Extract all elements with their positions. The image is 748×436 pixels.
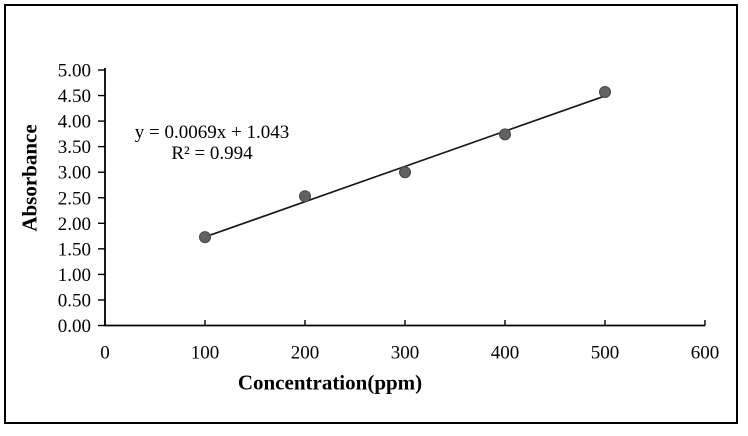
x-axis-tick-label: 100: [191, 343, 220, 364]
y-axis-tick-label: 3.50: [58, 137, 91, 158]
y-axis-tick-label: 3.00: [58, 163, 91, 184]
x-axis-tick-label: 0: [100, 343, 110, 364]
y-axis-tick-label: 0.00: [58, 316, 91, 337]
y-axis-tick-label: 1.50: [58, 239, 91, 260]
data-point-marker: [399, 166, 411, 179]
trendline-equation-block: y = 0.0069x + 1.043 R² = 0.994: [135, 122, 289, 164]
y-axis-tick-label: 4.50: [58, 86, 91, 107]
y-axis-tick-label: 1.00: [58, 265, 91, 286]
trendline-equation-label: y = 0.0069x + 1.043: [134, 122, 290, 143]
x-axis-tick-label: 300: [391, 343, 420, 364]
x-axis-tick-label: 600: [691, 343, 720, 364]
data-point-marker: [199, 231, 211, 244]
x-axis-tick-label: 400: [491, 343, 520, 364]
x-axis-tick-label: 200: [291, 343, 320, 364]
data-point-marker: [499, 128, 511, 141]
x-axis-title: Concentration(ppm): [237, 370, 423, 395]
y-axis-tick-label: 4.00: [58, 112, 91, 133]
data-point-marker: [299, 190, 311, 203]
y-axis-tick-label: 2.50: [58, 188, 91, 209]
r-squared-label: R² = 0.994: [171, 143, 253, 164]
y-axis-tick-label: 2.00: [58, 214, 91, 235]
y-axis-title: Absorbance: [17, 124, 42, 232]
y-axis-tick-label: 0.50: [58, 290, 91, 311]
y-axis-tick-label: 5.00: [58, 61, 91, 82]
data-point-marker: [599, 85, 611, 98]
trendline: [204, 93, 611, 238]
x-axis-tick-label: 500: [591, 343, 620, 364]
